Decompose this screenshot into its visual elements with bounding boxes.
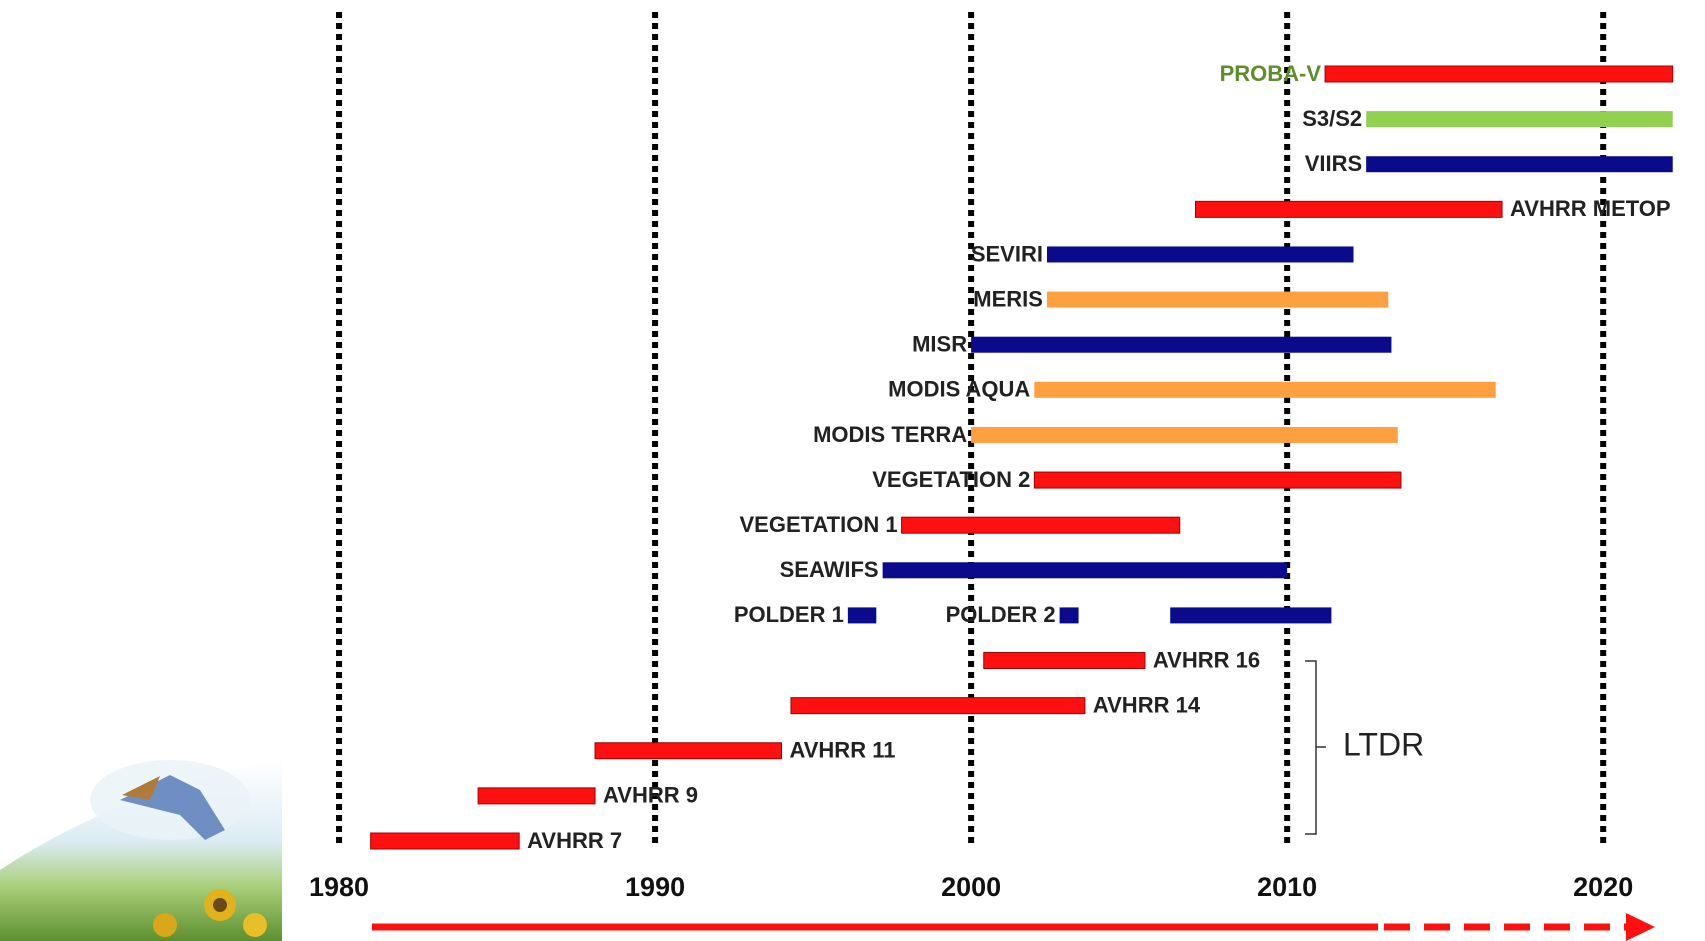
ltdr-bracket: [1305, 660, 1326, 835]
time-arrow: [372, 913, 1655, 941]
decoration-flower-center: [213, 898, 227, 912]
bar-label: MERIS: [973, 286, 1043, 311]
bar: [971, 426, 1398, 443]
bar: [594, 742, 782, 760]
bar-label: AVHRR 11: [789, 738, 895, 763]
x-tick-label: 1990: [625, 872, 685, 902]
bar: [1366, 111, 1673, 128]
bar-label: AVHRR 14: [1093, 692, 1201, 717]
bar-label: MODIS AQUA: [888, 377, 1030, 402]
bar-label: SEVIRI: [971, 241, 1043, 266]
decoration-flower: [243, 913, 267, 937]
bar: [1324, 65, 1674, 83]
bar: [370, 832, 520, 850]
bar: [882, 562, 1288, 579]
decoration: [0, 760, 282, 941]
bar-label: VIIRS: [1305, 151, 1362, 176]
bar-label: MISR: [912, 332, 967, 357]
bar: [1195, 200, 1503, 218]
bar: [1059, 607, 1079, 624]
x-tick-label: 2020: [1573, 872, 1633, 902]
bar-label: AVHRR 9: [603, 783, 698, 808]
bar-label: AVHRR 16: [1153, 647, 1260, 672]
bar-label: PROBA-V: [1220, 61, 1322, 86]
decoration-satellite-part: [122, 776, 160, 800]
bar: [790, 697, 1086, 715]
bar: [1046, 291, 1389, 308]
bar: [983, 652, 1146, 670]
bar-label: MODIS TERRA: [813, 422, 967, 447]
x-tick-label: 1980: [309, 872, 369, 902]
bar-label: VEGETATION 2: [872, 467, 1030, 492]
bar: [1170, 607, 1332, 624]
bar: [1046, 246, 1354, 263]
bar-label: AVHRR 7: [527, 828, 622, 853]
bar: [1033, 471, 1402, 489]
bar: [1366, 156, 1673, 173]
x-tick-label: 2010: [1257, 872, 1317, 902]
bar-label: POLDER 2: [946, 602, 1056, 627]
decoration-flower: [153, 913, 177, 937]
arrow-head: [1626, 913, 1655, 941]
annotation: LTDR: [1343, 726, 1424, 762]
bar: [847, 607, 877, 624]
bar: [971, 336, 1392, 353]
grid: 1980 1990 2000 2010 2020: [309, 12, 1633, 902]
bar-label: VEGETATION 1: [739, 512, 897, 537]
bar: [901, 516, 1181, 534]
bar: [477, 787, 596, 805]
bar-label: POLDER 1: [734, 602, 844, 627]
x-tick-label: 2000: [941, 872, 1001, 902]
bar-label: S3/S2: [1302, 106, 1362, 131]
bar-label: AVHRR METOP: [1510, 196, 1671, 221]
bar-label: SEAWIFS: [780, 557, 879, 582]
bar: [1034, 381, 1496, 398]
